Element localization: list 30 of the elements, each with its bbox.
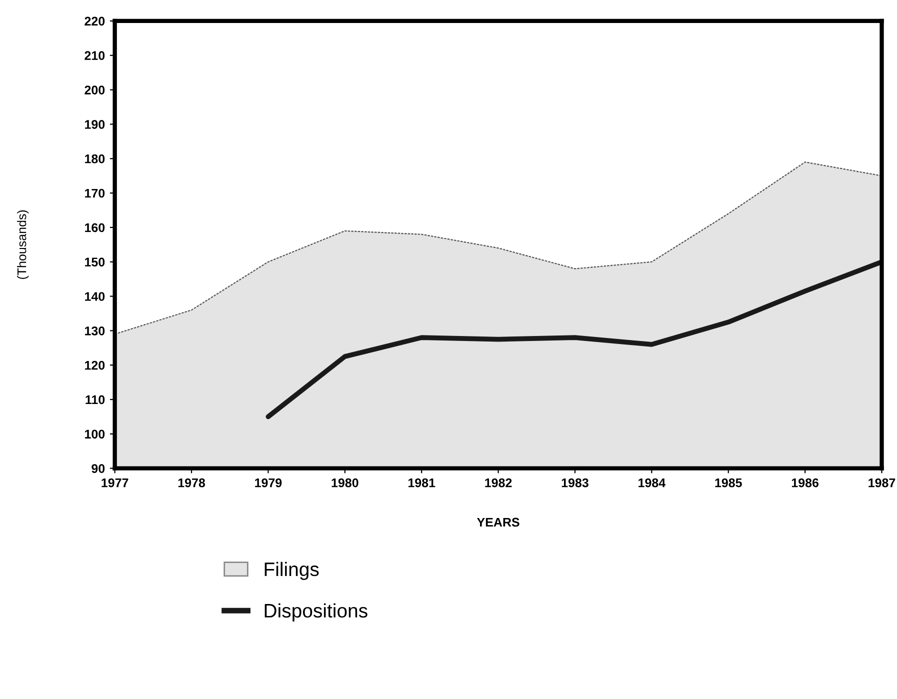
y-tick-label: 170 — [85, 188, 105, 198]
y-tick-label: 220 — [84, 16, 105, 26]
x-tick-label: 1978 — [178, 478, 206, 488]
line-series — [266, 259, 882, 420]
x-tick-label: 1983 — [562, 478, 588, 488]
y-tick-label: 200 — [84, 86, 105, 94]
y-tick-label: 110 — [86, 395, 105, 404]
y-tick-label: 140 — [85, 292, 105, 301]
x-tick-label: 1987 — [868, 478, 896, 488]
y-tick-label: 90 — [92, 464, 105, 473]
y-tick-label: 120 — [85, 360, 105, 370]
y-tick-label: 180 — [85, 154, 105, 164]
y-tick-label: 160 — [85, 223, 105, 232]
x-tick-label: 1982 — [485, 478, 512, 488]
legend-label: Dispositions — [264, 603, 368, 622]
x-tick-label: 1986 — [792, 478, 819, 488]
x-tick-label: 1981 — [408, 478, 436, 488]
y-tick-label: 100 — [85, 430, 105, 439]
y-tick-label: 150 — [85, 258, 105, 267]
x-axis-title: YEARS — [476, 518, 520, 527]
legend-label: Filings — [264, 562, 319, 580]
y-tick-label: 190 — [85, 120, 105, 129]
y-axis-title: (Thousands) — [17, 210, 29, 279]
y-tick-label: 210 — [84, 51, 105, 60]
x-tick-label: 1980 — [332, 478, 358, 488]
x-tick-label: 1984 — [638, 478, 666, 488]
x-tick-label: 1985 — [715, 478, 742, 488]
y-tick-label: 130 — [85, 326, 105, 336]
x-tick-label: 1977 — [102, 478, 128, 488]
x-tick-label: 1979 — [255, 478, 282, 488]
